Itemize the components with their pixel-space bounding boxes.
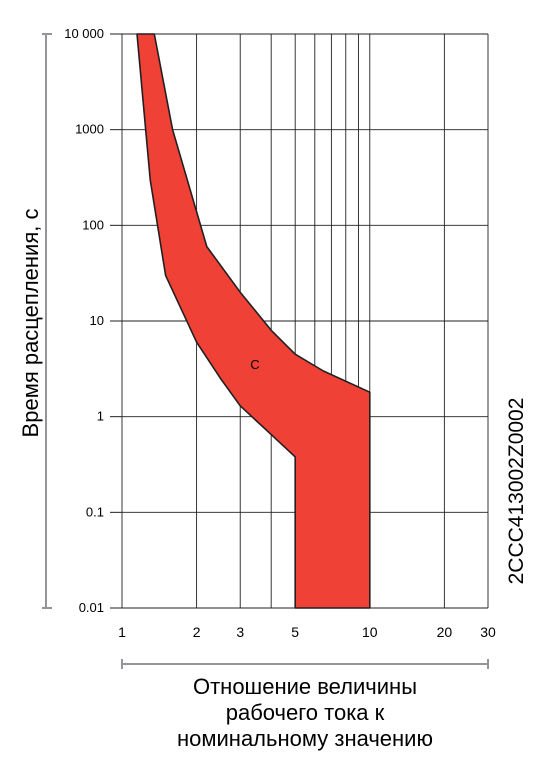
x-tick-label: 1 xyxy=(118,624,126,640)
trip-band xyxy=(136,33,371,609)
y-tick-label: 10 000 xyxy=(64,26,104,41)
y-tick-label: 0.01 xyxy=(79,600,104,615)
x-tick-label: 5 xyxy=(291,624,299,640)
x-tick-labels: 1 2 3 5 10 20 30 xyxy=(118,624,496,640)
x-axis-label-line1: Отношение величины xyxy=(193,674,417,699)
y-tick-label: 1000 xyxy=(75,122,104,137)
document-code: 2CCC413002Z0002 xyxy=(505,398,528,585)
axes xyxy=(42,33,489,669)
x-axis-label-line2: рабочего тока к xyxy=(226,700,385,725)
y-tick-label: 1 xyxy=(97,409,104,424)
x-tick-label: 10 xyxy=(362,624,378,640)
x-tick-label: 20 xyxy=(437,624,453,640)
trip-band-C xyxy=(136,33,371,609)
x-axis-label-line3: номинальному значению xyxy=(177,726,433,751)
y-tick-label: 10 xyxy=(90,313,104,328)
y-tick-labels: 0.01 0.1 1 10 100 1000 10 000 xyxy=(64,26,122,615)
x-tick-label: 3 xyxy=(236,624,244,640)
x-tick-label: 2 xyxy=(193,624,201,640)
y-tick-label: 100 xyxy=(82,217,104,232)
band-label: C xyxy=(250,357,259,372)
y-axis-label: Время расцепления, с xyxy=(18,209,43,438)
y-tick-label: 0.1 xyxy=(86,504,104,519)
x-tick-label: 30 xyxy=(480,624,496,640)
